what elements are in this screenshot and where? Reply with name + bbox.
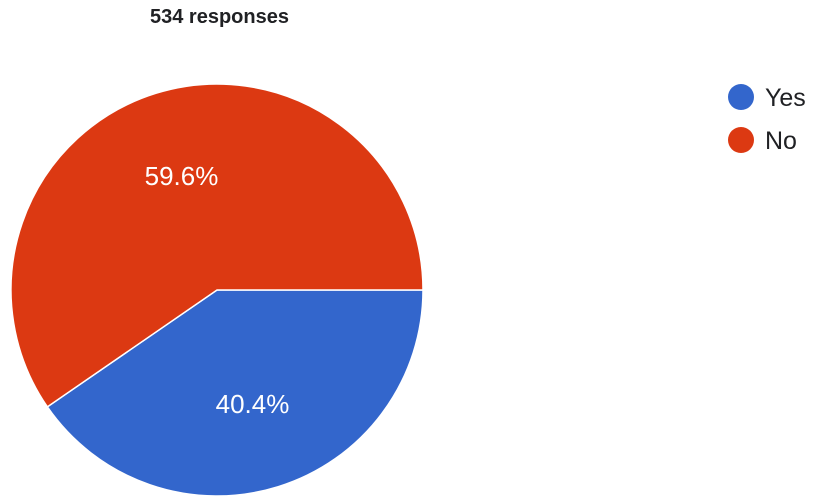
- legend-marker-yes: [728, 84, 754, 110]
- slice-label-no: 59.6%: [145, 161, 219, 191]
- chart-legend: Yes No: [728, 84, 806, 155]
- pie-slices: [10, 83, 424, 496]
- pie-slice-yes: [46, 289, 424, 496]
- responses-count: 534 responses: [150, 6, 289, 28]
- legend-label-no: No: [765, 127, 797, 155]
- legend-label-yes: Yes: [765, 84, 806, 112]
- slice-label-yes: 40.4%: [216, 389, 290, 419]
- pie-slice-labels: 40.4% 59.6%: [145, 161, 290, 419]
- legend-marker-no: [728, 127, 754, 153]
- pie-slice-no: [10, 83, 424, 408]
